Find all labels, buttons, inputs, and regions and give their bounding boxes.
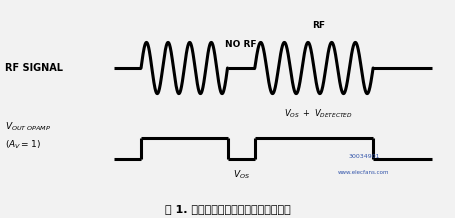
Text: 30034901: 30034901 — [348, 155, 380, 159]
Text: NO RF: NO RF — [225, 40, 257, 49]
Text: $V_{OS}\ +\ V_{DETECTED}$: $V_{OS}\ +\ V_{DETECTED}$ — [284, 108, 353, 120]
Text: RF SIGNAL: RF SIGNAL — [5, 63, 62, 73]
Text: $(A_V = 1)$: $(A_V = 1)$ — [5, 138, 40, 151]
Text: www.elecfans.com: www.elecfans.com — [338, 170, 390, 175]
Text: $V_{OS}$: $V_{OS}$ — [233, 168, 250, 181]
Text: 图 1. 射频信号检波产生的失调电压变化: 图 1. 射频信号检波产生的失调电压变化 — [165, 204, 290, 214]
Text: RF: RF — [312, 21, 325, 31]
Text: $V_{OUT\ OPAMP}$: $V_{OUT\ OPAMP}$ — [5, 120, 51, 133]
